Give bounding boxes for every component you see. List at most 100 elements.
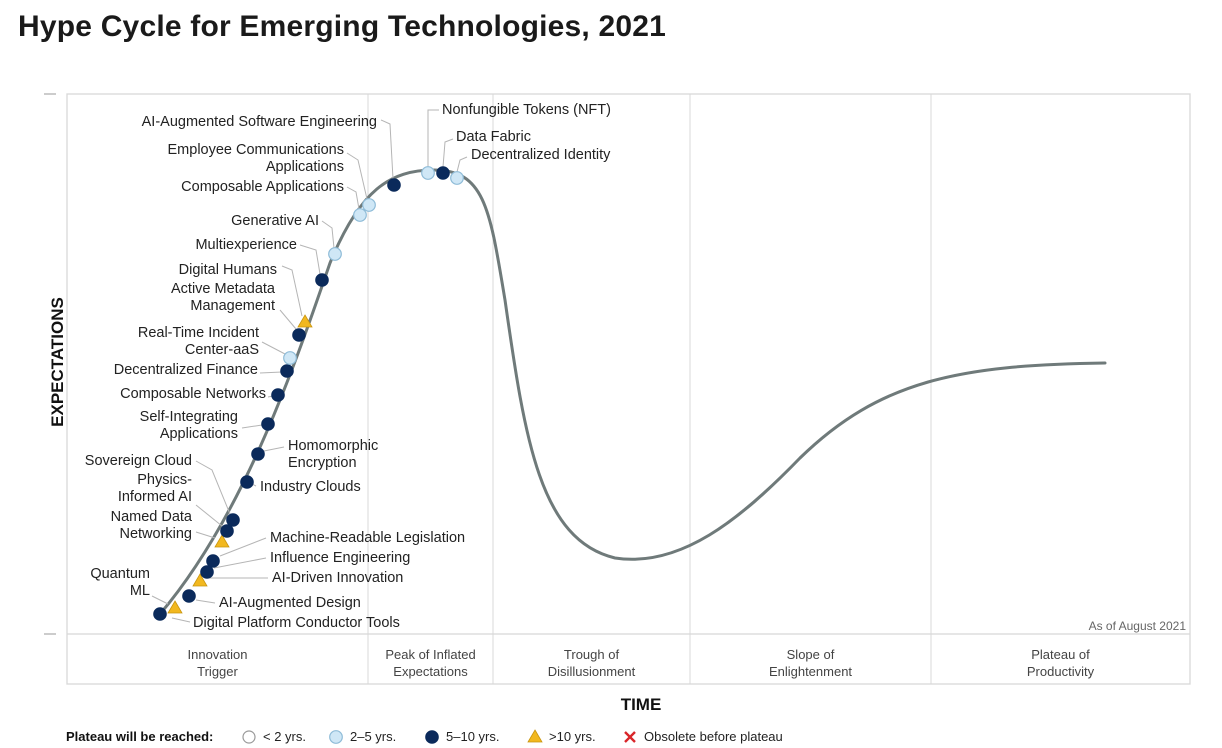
leader-employee-communications-applications xyxy=(346,152,368,200)
marker-named-data-networking xyxy=(214,534,230,548)
label-line-generative-ai-1: Generative AI xyxy=(231,213,319,229)
leader-physics-informed-ai xyxy=(195,504,223,527)
legend-marker-2to5 xyxy=(329,730,343,744)
label-line-composable-applications-1: Composable Applications xyxy=(181,179,344,195)
leader-digital-humans xyxy=(281,265,303,317)
legend-marker-5to10 xyxy=(425,730,439,744)
phase-label-2-line-1: Peak of Inflated xyxy=(385,647,475,662)
label-employee-communications-applications: Employee Communications Applications xyxy=(168,142,345,175)
legend-label-gt10: >10 yrs. xyxy=(549,729,596,744)
label-leader-lines xyxy=(151,109,468,623)
marker-sovereign-cloud xyxy=(226,513,240,527)
label-line-self-integrating-applications-1: Self-Integrating xyxy=(140,409,238,425)
label-line-named-data-networking-2: Networking xyxy=(119,526,192,542)
label-line-multiexperience-1: Multiexperience xyxy=(195,237,297,253)
phase-label-4-line-1: Slope of xyxy=(787,647,835,662)
label-real-time-incident-center-aas: Real-Time Incident Center-aaS xyxy=(138,325,259,358)
label-physics-informed-ai: Physics-Informed AI xyxy=(118,472,192,505)
marker-ai-driven-innovation xyxy=(192,573,208,587)
label-line-digital-platform-conductor-tools-1: Digital Platform Conductor Tools xyxy=(193,615,400,631)
label-line-decentralized-finance-1: Decentralized Finance xyxy=(114,362,258,378)
leader-decentralized-finance xyxy=(259,371,283,374)
leader-ai-augmented-software-engineering xyxy=(380,119,394,180)
label-composable-networks: Composable Networks xyxy=(120,386,266,402)
label-line-composable-networks-1: Composable Networks xyxy=(120,386,266,402)
leader-generative-ai xyxy=(321,220,335,249)
leader-self-integrating-applications xyxy=(241,424,263,429)
x-axis-label: TIME xyxy=(621,695,662,714)
leader-ai-augmented-design xyxy=(195,599,216,604)
leader-quantum-ml xyxy=(151,595,169,605)
label-data-fabric: Data Fabric xyxy=(456,129,531,145)
label-line-nonfungible-tokens-nft-1: Nonfungible Tokens (NFT) xyxy=(442,102,611,118)
legend-marker-obsolete-stroke-b xyxy=(624,731,636,743)
marker-nonfungible-tokens-nft xyxy=(421,166,435,180)
label-line-self-integrating-applications-2: Applications xyxy=(160,426,238,442)
legend-marker-lt2 xyxy=(242,730,256,744)
leader-sovereign-cloud xyxy=(195,460,231,515)
label-line-employee-communications-applications-1: Employee Communications xyxy=(168,142,345,158)
label-industry-clouds: Industry Clouds xyxy=(260,479,361,495)
marker-employee-communications-applications xyxy=(362,198,376,212)
phase-label-5: Plateau of Productivity xyxy=(1027,647,1095,679)
marker-real-time-incident-center-aas xyxy=(283,351,297,365)
label-line-active-metadata-management-2: Management xyxy=(190,298,275,314)
plot-border xyxy=(66,93,1191,685)
marker-ai-augmented-design xyxy=(182,589,196,603)
label-line-named-data-networking-1: Named Data xyxy=(111,509,193,525)
marker-active-metadata-management xyxy=(292,328,306,342)
marker-data-fabric xyxy=(436,166,450,180)
plot-frame xyxy=(44,93,1191,685)
label-self-integrating-applications: Self-Integrating Applications xyxy=(140,409,238,442)
label-line-machine-readable-legislation-1: Machine-Readable Legislation xyxy=(270,530,465,546)
phase-label-5-line-1: Plateau of xyxy=(1031,647,1090,662)
label-active-metadata-management: Active Metadata Management xyxy=(171,281,276,314)
legend: Plateau will be reached: < 2 yrs. 2–5 yrs.… xyxy=(66,729,783,744)
phase-label-5-line-2: Productivity xyxy=(1027,664,1095,679)
marker-quantum-ml xyxy=(167,600,183,614)
leader-named-data-networking xyxy=(195,531,216,539)
label-homomorphic-encryption: Homomorphic Encryption xyxy=(288,438,378,471)
legend-title: Plateau will be reached: xyxy=(66,729,213,744)
label-line-quantum-ml-2: ML xyxy=(130,583,150,599)
label-line-real-time-incident-center-aas-2: Center-aaS xyxy=(185,342,259,358)
marker-digital-humans xyxy=(297,314,313,328)
label-line-ai-augmented-software-engineering-1: AI-Augmented Software Engineering xyxy=(142,114,377,130)
legend-label-2to5: 2–5 yrs. xyxy=(350,729,396,744)
label-decentralized-finance: Decentralized Finance xyxy=(114,362,258,378)
phase-label-2-line-2: Expectations xyxy=(393,664,468,679)
leader-digital-platform-conductor-tools xyxy=(171,617,191,623)
phase-labels: Innovation Trigger Peak of Inflated Expecta… xyxy=(188,619,1187,679)
label-nonfungible-tokens-nft: Nonfungible Tokens (NFT) xyxy=(442,102,611,118)
phase-label-3: Trough of Disillusionment xyxy=(548,647,636,679)
label-line-sovereign-cloud-1: Sovereign Cloud xyxy=(85,453,192,469)
marker-homomorphic-encryption xyxy=(251,447,265,461)
label-line-industry-clouds-1: Industry Clouds xyxy=(260,479,361,495)
label-composable-applications: Composable Applications xyxy=(181,179,344,195)
as-of-note: As of August 2021 xyxy=(1089,619,1187,633)
hype-curve-line xyxy=(158,168,1107,616)
marker-physics-informed-ai xyxy=(220,524,234,538)
label-line-real-time-incident-center-aas-1: Real-Time Incident xyxy=(138,325,259,341)
marker-machine-readable-legislation xyxy=(206,554,220,568)
marker-generative-ai xyxy=(328,247,342,261)
label-line-employee-communications-applications-2: Applications xyxy=(266,159,344,175)
legend-marker-obsolete xyxy=(624,731,636,743)
label-ai-driven-innovation: AI-Driven Innovation xyxy=(272,570,403,586)
legend-marker-gt10 xyxy=(527,729,543,743)
marker-ai-augmented-software-engineering xyxy=(387,178,401,192)
marker-industry-clouds xyxy=(240,475,254,489)
phase-label-2: Peak of Inflated Expectations xyxy=(385,647,475,679)
marker-self-integrating-applications xyxy=(261,417,275,431)
phase-label-3-line-2: Disillusionment xyxy=(548,664,636,679)
phase-label-4: Slope of Enlightenment xyxy=(769,647,852,679)
leader-real-time-incident-center-aas xyxy=(261,341,286,355)
leader-machine-readable-legislation xyxy=(219,537,267,557)
marker-influence-engineering xyxy=(200,565,214,579)
leader-data-fabric xyxy=(442,138,454,168)
label-ai-augmented-design: AI-Augmented Design xyxy=(219,595,361,611)
label-sovereign-cloud: Sovereign Cloud xyxy=(85,453,192,469)
label-decentralized-identity: Decentralized Identity xyxy=(471,147,611,163)
label-line-decentralized-identity-1: Decentralized Identity xyxy=(471,147,611,163)
